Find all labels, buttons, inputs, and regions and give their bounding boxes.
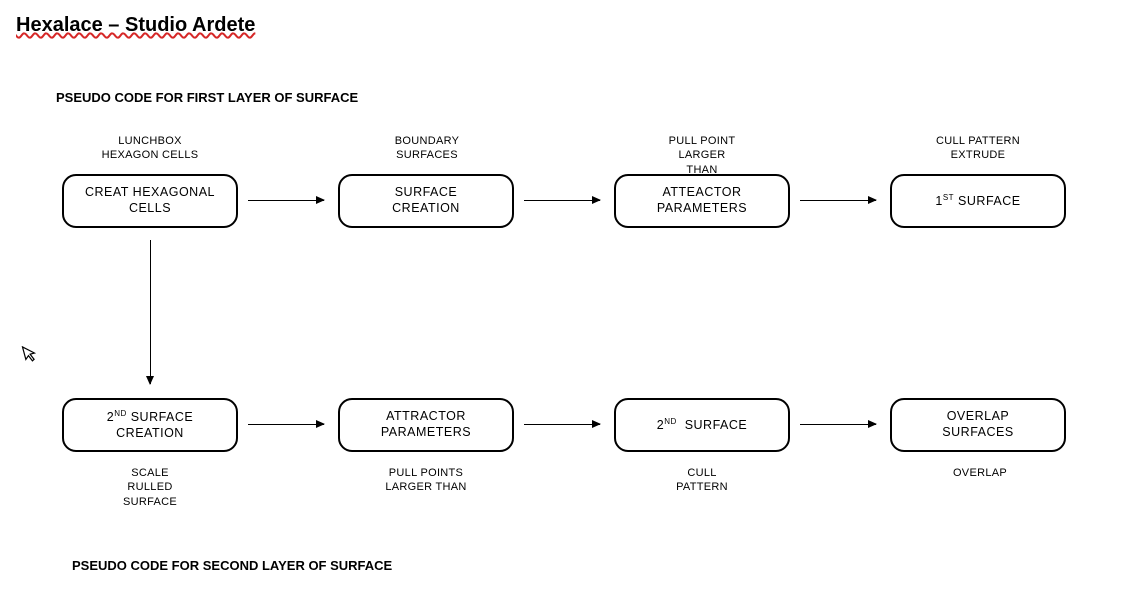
node-first-surface-label: 1ST SURFACE <box>935 193 1020 210</box>
node-second-surface: 2ND SURFACE <box>614 398 790 452</box>
section-heading-first-layer: PSEUDO CODE FOR FIRST LAYER OF SURFACE <box>56 90 358 105</box>
caption-scale-rulled: SCALE RULLED SURFACE <box>100 466 200 509</box>
caption-boundary: BOUNDARY SURFACES <box>392 134 462 163</box>
caption-overlap: OVERLAP <box>952 466 1008 480</box>
caption-pullpoint: PULL POINT LARGER THAN <box>662 134 742 177</box>
arrow-v1 <box>150 240 151 384</box>
node-atteactor-parameters: ATTEACTOR PARAMETERS <box>614 174 790 228</box>
arrow-r1-1 <box>248 200 324 201</box>
caption-lunchbox: LUNCHBOX HEXAGON CELLS <box>100 134 200 163</box>
caption-pullpoints: PULL POINTS LARGER THAN <box>384 466 468 495</box>
node-attractor-parameters: ATTRACTOR PARAMETERS <box>338 398 514 452</box>
node-surface-creation: SURFACE CREATION <box>338 174 514 228</box>
caption-cullpattern: CULL PATTERN <box>660 466 744 495</box>
node-second-surface-creation-label: 2ND SURFACECREATION <box>107 409 194 441</box>
page-title: Hexalace – Studio Ardete <box>16 14 255 37</box>
node-second-surface-creation: 2ND SURFACECREATION <box>62 398 238 452</box>
arrow-r2-3 <box>800 424 876 425</box>
node-overlap-surfaces: OVERLAP SURFACES <box>890 398 1066 452</box>
node-first-surface: 1ST SURFACE <box>890 174 1066 228</box>
cursor-svg <box>21 343 39 364</box>
arrow-r1-2 <box>524 200 600 201</box>
arrow-r1-3 <box>800 200 876 201</box>
node-create-hexagonal-cells: CREAT HEXAGONAL CELLS <box>62 174 238 228</box>
caption-cullpattern-extrude: CULL PATTERN EXTRUDE <box>930 134 1026 163</box>
section-heading-second-layer: PSEUDO CODE FOR SECOND LAYER OF SURFACE <box>72 558 392 573</box>
cursor-icon <box>21 343 40 369</box>
arrow-r2-2 <box>524 424 600 425</box>
arrow-r2-1 <box>248 424 324 425</box>
node-second-surface-label: 2ND SURFACE <box>657 417 748 434</box>
